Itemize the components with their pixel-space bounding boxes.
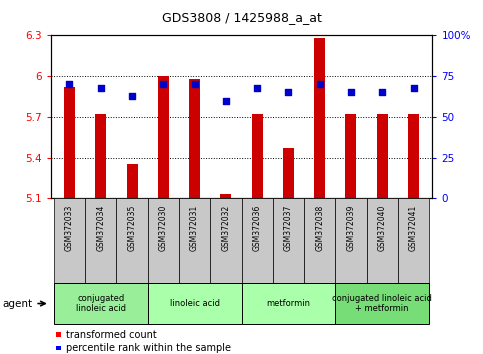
- Point: [410, 85, 417, 90]
- Text: GSM372036: GSM372036: [253, 205, 262, 251]
- Point: [253, 85, 261, 90]
- Bar: [189, 79, 200, 198]
- Text: GSM372035: GSM372035: [128, 205, 137, 251]
- Text: GSM372030: GSM372030: [159, 205, 168, 251]
- Text: conjugated
linoleic acid: conjugated linoleic acid: [76, 294, 126, 313]
- Bar: [335, 283, 429, 324]
- Bar: [148, 198, 179, 283]
- Bar: [179, 198, 210, 283]
- Text: linoleic acid: linoleic acid: [170, 299, 220, 308]
- Bar: [377, 114, 388, 198]
- Point: [316, 81, 324, 87]
- Bar: [56, 346, 61, 350]
- Bar: [116, 198, 148, 283]
- Text: GSM372032: GSM372032: [221, 205, 230, 251]
- Point: [97, 85, 105, 90]
- Text: metformin: metformin: [267, 299, 311, 308]
- Text: GSM372034: GSM372034: [96, 205, 105, 251]
- Bar: [85, 198, 116, 283]
- Point: [191, 81, 199, 87]
- Bar: [220, 194, 231, 198]
- Text: transformed count: transformed count: [66, 330, 157, 339]
- Bar: [56, 332, 61, 337]
- Bar: [304, 198, 335, 283]
- Text: percentile rank within the sample: percentile rank within the sample: [66, 343, 231, 353]
- Bar: [335, 198, 367, 283]
- Bar: [127, 164, 138, 198]
- Bar: [64, 87, 75, 198]
- Point: [66, 81, 73, 87]
- Point: [284, 90, 292, 95]
- Bar: [148, 283, 242, 324]
- Point: [347, 90, 355, 95]
- Text: GSM372037: GSM372037: [284, 205, 293, 251]
- Bar: [242, 198, 273, 283]
- Text: conjugated linoleic acid
+ metformin: conjugated linoleic acid + metformin: [332, 294, 432, 313]
- Point: [128, 93, 136, 98]
- Text: GSM372040: GSM372040: [378, 205, 387, 251]
- Bar: [367, 198, 398, 283]
- Bar: [158, 76, 169, 198]
- Bar: [408, 114, 419, 198]
- Point: [378, 90, 386, 95]
- Bar: [242, 283, 335, 324]
- Bar: [210, 198, 242, 283]
- Text: GDS3808 / 1425988_a_at: GDS3808 / 1425988_a_at: [161, 11, 322, 24]
- Point: [222, 98, 230, 103]
- Point: [159, 81, 167, 87]
- Bar: [273, 198, 304, 283]
- Bar: [54, 283, 148, 324]
- Text: GSM372033: GSM372033: [65, 205, 74, 251]
- Bar: [95, 114, 106, 198]
- Bar: [283, 148, 294, 198]
- Bar: [345, 114, 356, 198]
- Text: GSM372039: GSM372039: [346, 205, 355, 251]
- Bar: [54, 198, 85, 283]
- Text: agent: agent: [2, 298, 32, 309]
- Text: GSM372038: GSM372038: [315, 205, 324, 251]
- Bar: [252, 114, 263, 198]
- Bar: [314, 38, 325, 198]
- Text: GSM372041: GSM372041: [409, 205, 418, 251]
- Bar: [398, 198, 429, 283]
- Text: GSM372031: GSM372031: [190, 205, 199, 251]
